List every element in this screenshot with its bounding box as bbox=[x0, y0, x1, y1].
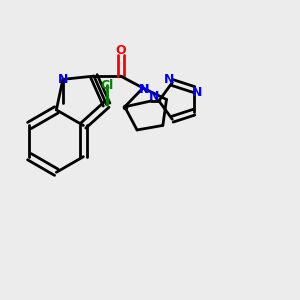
Text: Cl: Cl bbox=[100, 79, 113, 92]
Text: N: N bbox=[58, 73, 68, 86]
Text: N: N bbox=[139, 83, 149, 96]
Text: N: N bbox=[149, 90, 160, 103]
Text: N: N bbox=[164, 73, 175, 86]
Text: N: N bbox=[192, 86, 202, 99]
Text: O: O bbox=[115, 44, 126, 57]
Text: N: N bbox=[139, 83, 149, 96]
